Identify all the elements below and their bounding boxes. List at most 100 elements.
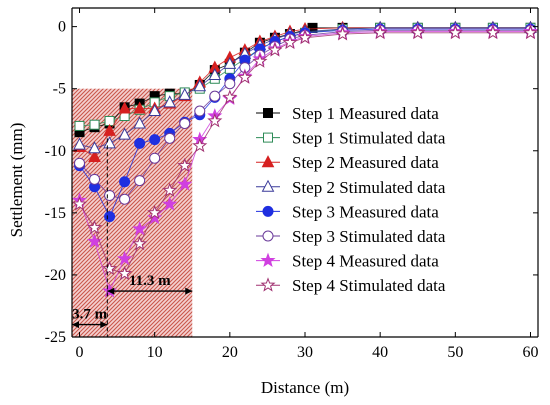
y-tick-label: -10 [45,143,66,160]
legend-label: Step 1 Measured data [292,104,439,123]
data-point [119,176,131,188]
data-point [522,24,539,40]
y-tick-label: 0 [58,19,66,36]
legend-marker [261,155,275,168]
legend-label: Step 4 Stimulated data [292,276,446,295]
legend-item-2: Step 1 Stimulated data [256,129,446,148]
data-point [104,211,116,223]
data-point [372,24,388,40]
data-point [223,56,237,69]
x-tick-label: 40 [372,344,388,361]
data-point [118,127,131,140]
arrow-head [107,287,115,295]
legend-label: Step 2 Stimulated data [292,178,446,197]
data-point [88,141,101,154]
legend-label: Step 3 Stimulated data [292,227,446,246]
dimension-label: 11.3 m [129,273,171,289]
data-point [102,260,118,276]
legend-label: Step 3 Measured data [292,202,439,221]
data-point [149,134,161,146]
y-tick-label: -25 [45,329,66,346]
legend-marker [263,108,273,118]
data-point [88,149,101,162]
data-point [410,24,426,40]
data-point [178,87,192,100]
data-point [132,221,148,236]
data-point [119,193,131,205]
data-point [147,209,163,225]
data-point [163,95,177,108]
legend-item-7: Step 4 Measured data [256,252,439,271]
data-point [192,137,208,153]
data-point [117,250,133,266]
legend-item-8: Step 4 Stimulated data [256,276,446,295]
data-point [224,78,236,90]
x-tick-label: 30 [297,344,313,361]
series-line [79,27,531,149]
data-point [133,116,146,129]
data-point [267,42,283,57]
data-point [133,101,146,114]
legend-label: Step 1 Stimulated data [292,129,446,148]
data-point [209,90,221,102]
arrow-head [72,321,79,329]
dimension-annotation-1: 11.3 m [107,273,193,295]
legend-marker [260,277,276,292]
data-point [179,117,191,129]
y-tick-label: -20 [45,267,66,284]
data-point [208,67,222,81]
data-point [164,132,176,144]
data-point [237,69,253,84]
x-axis-title: Distance (m) [261,378,349,397]
data-point [207,113,223,128]
data-point [193,79,207,92]
series-8 [71,24,539,281]
data-point [177,157,193,173]
data-point [132,235,148,251]
data-point [89,119,100,130]
data-point [335,26,351,41]
data-point [147,204,163,220]
legend-marker [263,132,273,143]
dimension-annotation-2: 3.7 m [72,307,108,329]
data-point [162,196,178,211]
legend-item-4: Step 2 Stimulated data [256,178,446,197]
data-point [162,182,178,197]
data-point [118,101,131,114]
series-line [79,28,531,218]
legend-marker [262,230,274,242]
legend-marker [262,205,274,217]
dimension-label: 3.7 m [72,307,108,323]
arrow-head [185,287,193,295]
data-point [74,157,86,169]
legend-label: Step 2 Measured data [292,153,439,172]
data-point [297,29,313,45]
data-point [134,175,146,187]
data-point [148,103,162,117]
data-point [71,196,88,211]
legend-item-1: Step 1 Measured data [256,104,439,123]
y-axis-title: Settlement (mm) [7,123,26,238]
data-point [103,136,116,149]
data-point [222,89,238,104]
x-tick-label: 50 [447,344,463,361]
legend-item-3: Step 2 Measured data [256,153,439,172]
data-point [73,137,86,150]
data-point [194,105,206,117]
data-point [117,265,133,281]
data-point [282,34,298,50]
data-point [89,173,101,185]
series-line [79,29,531,200]
x-tick-label: 20 [222,344,238,361]
y-tick-label: -5 [53,81,66,98]
legend-item-5: Step 3 Measured data [256,202,439,221]
data-point [252,53,268,68]
series-line [79,32,531,275]
x-tick-label: 10 [147,344,163,361]
data-point [74,120,85,131]
data-point [447,24,463,40]
legend-label: Step 4 Measured data [292,252,439,271]
data-point [177,176,193,191]
legend-marker [261,179,275,192]
